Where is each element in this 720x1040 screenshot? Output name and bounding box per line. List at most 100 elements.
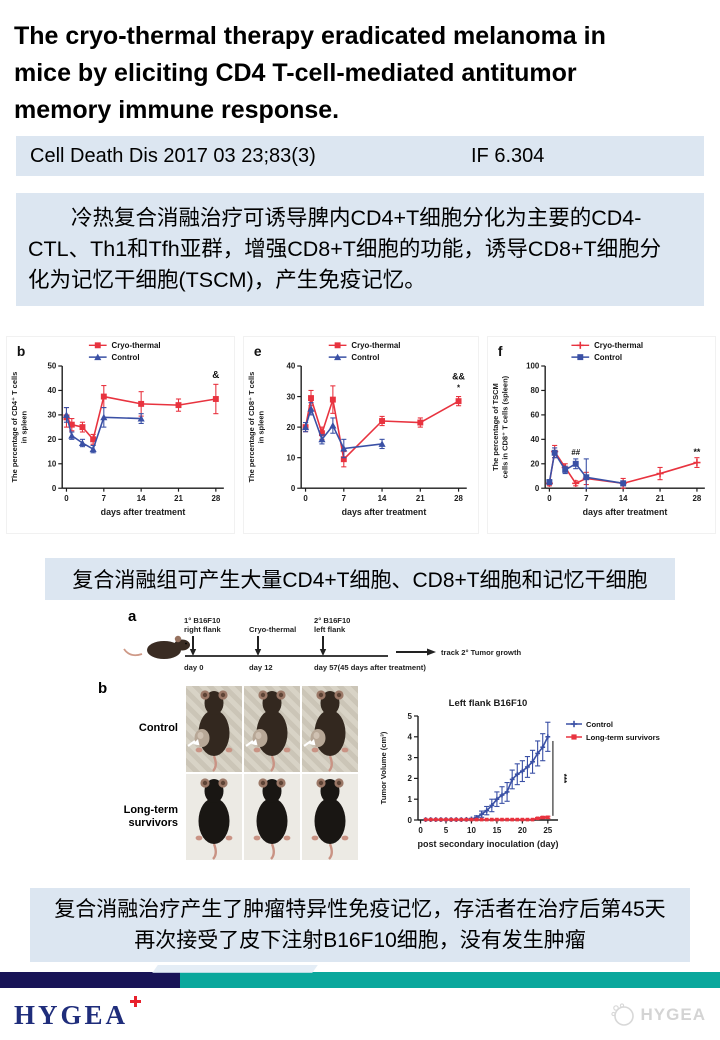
chart-tumor-volume: 0 1 2 3 4 5 0 5 10 15 20 25 post secondary inoculati…: [376, 692, 670, 860]
svg-text:The percentage of TSCM: The percentage of TSCM: [491, 383, 500, 471]
svg-text:20: 20: [518, 826, 527, 835]
svg-text:2° B16F10: 2° B16F10: [314, 616, 350, 625]
svg-text:21: 21: [656, 494, 665, 503]
svg-text:28: 28: [693, 494, 702, 503]
svg-text:day 0: day 0: [184, 663, 203, 672]
svg-text:10: 10: [467, 826, 476, 835]
summary-cn: 冷热复合消融治疗可诱导脾内CD4+T细胞分化为主要的CD4- CTL、Th1和T…: [16, 193, 704, 306]
row-label-survivors: Long-term survivors: [123, 803, 178, 829]
svg-text:28: 28: [454, 494, 463, 503]
svg-text:0: 0: [291, 484, 296, 493]
svg-text:Control: Control: [112, 353, 140, 362]
svg-text:f: f: [498, 344, 503, 359]
svg-text:28: 28: [211, 494, 220, 503]
chart-tscm-cells: 0 20 40 60 80 100 0 7 14 21 28 days after treatment…: [487, 336, 716, 534]
svg-text:0: 0: [52, 484, 57, 493]
svg-text:14: 14: [619, 494, 628, 503]
hygea-logo: HYGEA: [14, 995, 142, 1031]
svg-text:3: 3: [408, 753, 413, 762]
svg-text:track 2° Tumor growth: track 2° Tumor growth: [441, 648, 521, 657]
svg-text:days after treatment: days after treatment: [583, 507, 668, 517]
chart-cd8-t-cells: 0 10 20 30 40 0 7 14 21 28 days after treatment The…: [242, 336, 480, 534]
footer-navy-block: [0, 972, 180, 988]
svg-text:15: 15: [492, 826, 501, 835]
svg-text:in spleen: in spleen: [20, 410, 29, 443]
row-label-control: Control: [138, 722, 178, 735]
svg-text:7: 7: [341, 494, 346, 503]
svg-text:21: 21: [416, 494, 425, 503]
svg-text:0: 0: [535, 484, 540, 493]
svg-text:Control: Control: [351, 353, 379, 362]
svg-text:**: **: [694, 447, 701, 457]
svg-text:20: 20: [48, 435, 57, 444]
svg-text:e: e: [254, 344, 262, 359]
svg-text:***: ***: [559, 774, 568, 784]
svg-text:60: 60: [531, 411, 540, 420]
svg-text:40: 40: [531, 435, 540, 444]
footer-accent-shape: [152, 965, 318, 973]
svg-text:21: 21: [174, 494, 183, 503]
svg-text:The percentage of CD8⁺ T cells: The percentage of CD8⁺ T cells: [247, 372, 256, 483]
citation-text: Cell Death Dis 2017 03 23;83(3): [30, 144, 316, 167]
svg-text:100: 100: [526, 362, 540, 371]
svg-text:Left flank B16F10: Left flank B16F10: [449, 698, 528, 709]
hygea-watermark: HYGEA: [610, 1002, 706, 1028]
svg-text:Control: Control: [594, 353, 622, 362]
mouse-photos-grid: Control: [100, 686, 358, 860]
svg-text:day 57(45 days after treatment: day 57(45 days after treatment): [314, 663, 426, 672]
svg-text:right flank: right flank: [184, 625, 221, 634]
svg-text:*: *: [457, 383, 461, 392]
impact-factor: IF 6.304: [471, 144, 545, 167]
svg-text:in spleen: in spleen: [256, 410, 265, 443]
footer-teal-block: [180, 972, 720, 988]
svg-text:0: 0: [418, 826, 423, 835]
svg-text:20: 20: [286, 423, 295, 432]
svg-text:30: 30: [286, 392, 295, 401]
svg-text:20: 20: [531, 460, 540, 469]
svg-text:25: 25: [543, 826, 552, 835]
svg-text:&&: &&: [452, 372, 465, 382]
svg-text:days after treatment: days after treatment: [101, 507, 186, 517]
svg-text:Control: Control: [586, 720, 613, 729]
caption-bottom: 复合消融治疗产生了肿瘤特异性免疫记忆，存活者在治疗后第45天 再次接受了皮下注射…: [30, 888, 690, 962]
svg-text:Cryo-thermal: Cryo-thermal: [112, 341, 161, 350]
svg-text:0: 0: [303, 494, 308, 503]
svg-text:cells in CD8⁺ T cells (spleen): cells in CD8⁺ T cells (spleen): [501, 375, 510, 478]
svg-text:0: 0: [64, 494, 69, 503]
svg-text:10: 10: [48, 460, 57, 469]
svg-text:0: 0: [547, 494, 552, 503]
panel-a-letter: a: [128, 608, 137, 625]
citation-bar: Cell Death Dis 2017 03 23;83(3) IF 6.304: [16, 136, 704, 176]
svg-text:day 12: day 12: [249, 663, 273, 672]
chart-cd4-t-cells: 0 10 20 30 40 50 0 7 14 21 28 days after treatment T…: [6, 336, 235, 534]
red-cross-icon: [130, 995, 142, 1007]
svg-text:1: 1: [408, 795, 413, 804]
page-title: The cryo-thermal therapy eradicated mela…: [14, 22, 606, 124]
watermark-text: HYGEA: [640, 1005, 706, 1024]
mouse-photo: [244, 686, 300, 772]
footer-logo-row: HYGEA HYGEA: [0, 995, 720, 1034]
svg-text:0: 0: [408, 816, 413, 825]
svg-text:10: 10: [286, 453, 295, 462]
mouse-photo: [244, 774, 300, 860]
svg-text:Cryo-thermal: Cryo-thermal: [249, 625, 296, 634]
caption-middle: 复合消融组可产生大量CD4+T细胞、CD8+T细胞和记忆干细胞: [45, 558, 675, 600]
mouse-photo: [302, 686, 358, 772]
svg-text:1° B16F10: 1° B16F10: [184, 616, 220, 625]
watermark-emblem-icon: [610, 1003, 634, 1026]
svg-text:Tumor Volume (cm³): Tumor Volume (cm³): [379, 731, 388, 804]
svg-text:left flank: left flank: [314, 625, 346, 634]
svg-text:14: 14: [377, 494, 386, 503]
svg-text:##: ##: [572, 448, 581, 457]
svg-text:post secondary inoculation (da: post secondary inoculation (day): [417, 839, 558, 849]
svg-text:days after treatment: days after treatment: [341, 507, 426, 517]
svg-text:Cryo-thermal: Cryo-thermal: [351, 341, 400, 350]
svg-text:80: 80: [531, 386, 540, 395]
experiment-timeline: 1° B16F10 right flank day 0 Cryo-thermal day…: [120, 606, 660, 684]
svg-text:&: &: [212, 370, 219, 381]
svg-text:Long-term survivors: Long-term survivors: [586, 733, 660, 742]
footer-bar: [0, 965, 720, 988]
svg-text:The percentage of CD4⁺ T cells: The percentage of CD4⁺ T cells: [10, 372, 19, 483]
svg-text:14: 14: [137, 494, 146, 503]
